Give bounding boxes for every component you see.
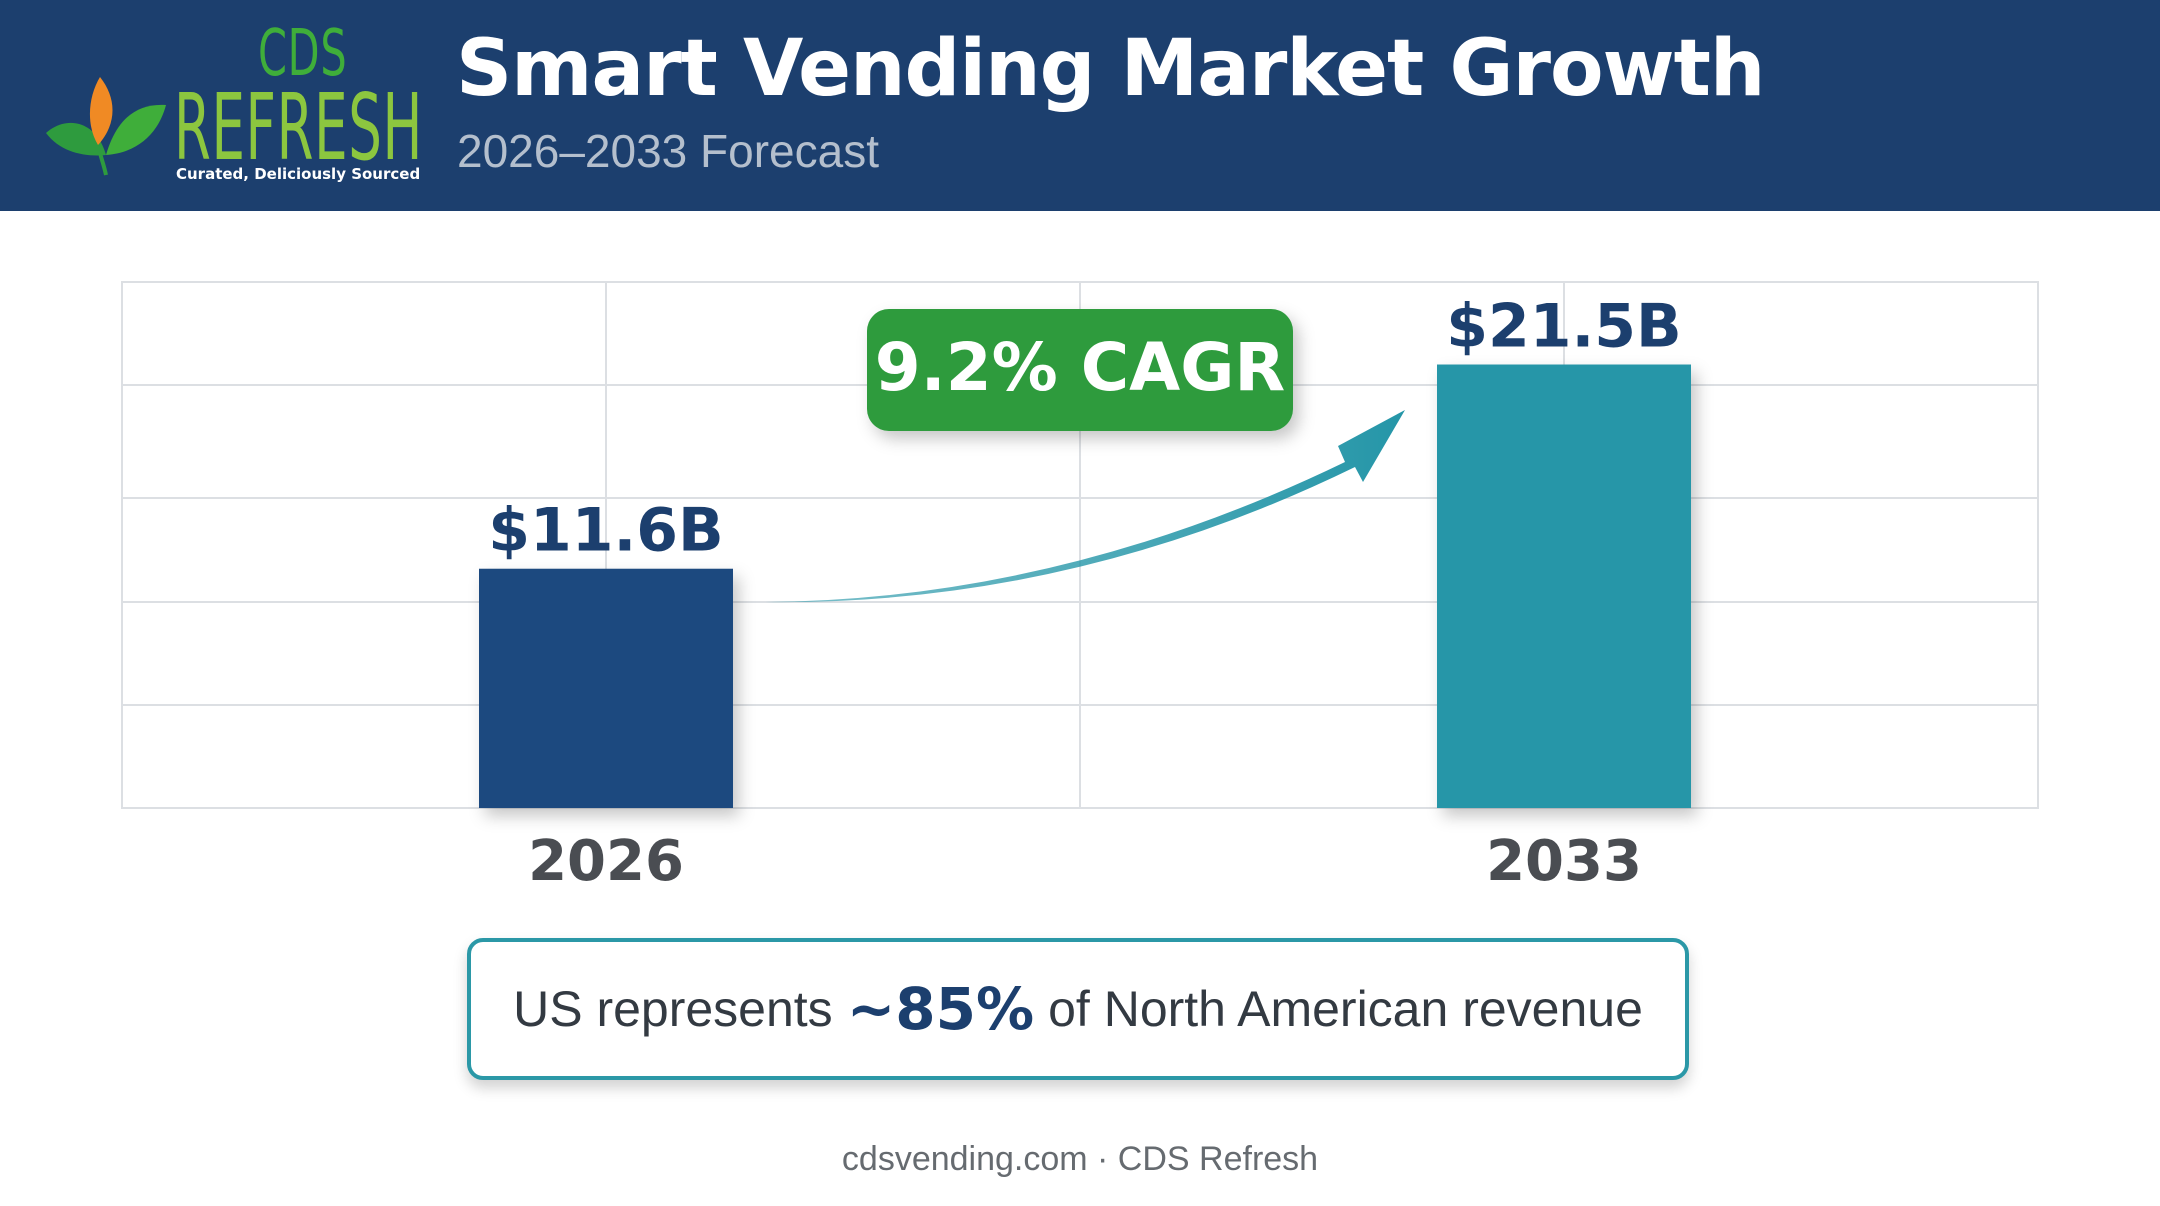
- callout-prefix: US represents: [513, 981, 833, 1037]
- category-label-2026: 2026: [528, 829, 684, 894]
- callout-highlight: ~85%: [846, 975, 1035, 1043]
- bars: [479, 364, 1691, 808]
- logo-cds-text: CDS: [258, 17, 348, 91]
- us-share-callout: US represents ~85% of North American rev…: [467, 938, 1689, 1080]
- bar-chart: 9.2% CAGR $11.6B 2026 $21.5B 2033: [121, 281, 2039, 894]
- category-label-2033: 2033: [1486, 829, 1642, 894]
- logo-refresh-text: REFRESH: [174, 74, 423, 181]
- leaf-icon: [46, 77, 166, 176]
- cagr-badge: [867, 309, 1293, 431]
- logo-tagline: Curated, Deliciously Sourced: [176, 165, 421, 183]
- header-banner: CDS REFRESH Curated, Deliciously Sourced…: [0, 0, 2160, 211]
- company-logo: CDS REFRESH Curated, Deliciously Sourced: [36, 17, 422, 190]
- value-label-2033: $21.5B: [1446, 292, 1682, 362]
- page-title: Smart Vending Market Growth: [456, 24, 1765, 114]
- bar-2026: [479, 568, 733, 808]
- bar-2033: [1437, 364, 1691, 808]
- chart-labels: $11.6B 2026 $21.5B 2033: [488, 292, 1682, 894]
- callout-suffix: of North American revenue: [1048, 981, 1643, 1037]
- growth-arrow: [765, 410, 1405, 603]
- cagr-label: 9.2% CAGR: [875, 329, 1286, 406]
- value-label-2026: $11.6B: [488, 496, 724, 566]
- page-subtitle: 2026–2033 Forecast: [457, 125, 879, 177]
- footer-credit: cdsvending.com · CDS Refresh: [841, 1140, 1319, 1178]
